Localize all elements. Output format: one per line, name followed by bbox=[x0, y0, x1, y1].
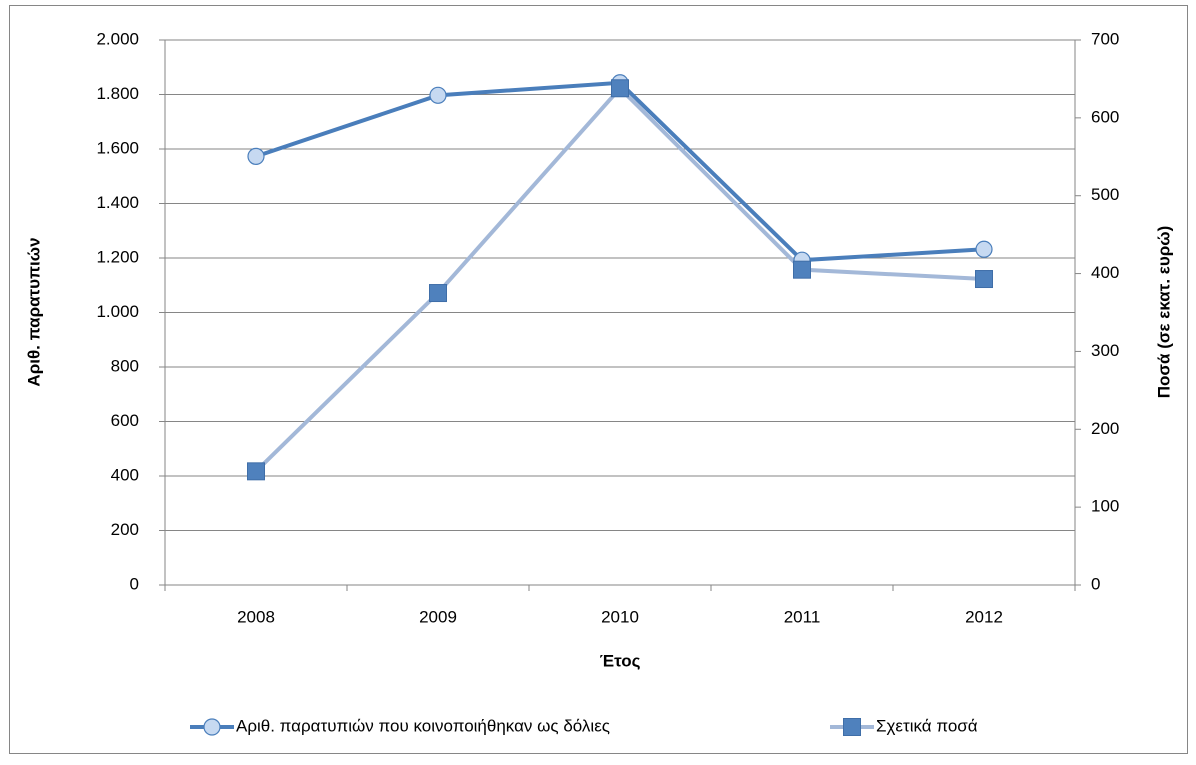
legend-marker bbox=[203, 718, 221, 736]
y-axis-title: Αριθ. παρατυπιών bbox=[24, 237, 43, 386]
y2-tick-label: 400 bbox=[1091, 263, 1119, 282]
legend-label: Σχετικά ποσά bbox=[876, 716, 978, 735]
y2-axis-title: Ποσά (σε εκατ. ευρώ) bbox=[1154, 226, 1173, 399]
x-tick-label: 2012 bbox=[965, 607, 1003, 626]
chart-border bbox=[9, 5, 1188, 754]
y-tick-label: 600 bbox=[111, 411, 139, 430]
y-tick-label: 1.600 bbox=[96, 138, 139, 157]
x-tick-label: 2008 bbox=[237, 607, 275, 626]
y2-tick-label: 700 bbox=[1091, 29, 1119, 48]
y2-tick-label: 200 bbox=[1091, 419, 1119, 438]
marker bbox=[793, 260, 811, 279]
marker bbox=[975, 240, 993, 258]
y-tick-label: 1.200 bbox=[96, 247, 139, 266]
y-tick-label: 2.000 bbox=[96, 29, 139, 48]
marker bbox=[975, 270, 993, 289]
x-tick-label: 2009 bbox=[419, 607, 457, 626]
marker bbox=[611, 79, 629, 98]
y-tick-label: 400 bbox=[111, 465, 139, 484]
y-tick-label: 1.000 bbox=[96, 302, 139, 321]
y2-tick-label: 300 bbox=[1091, 341, 1119, 360]
marker bbox=[247, 462, 265, 481]
x-axis-title: Έτος bbox=[600, 651, 641, 670]
y2-tick-label: 500 bbox=[1091, 185, 1119, 204]
y-tick-label: 800 bbox=[111, 356, 139, 375]
marker bbox=[429, 284, 447, 303]
x-tick-label: 2011 bbox=[784, 607, 821, 626]
y-tick-label: 1.400 bbox=[96, 193, 139, 212]
y2-tick-label: 0 bbox=[1091, 574, 1100, 593]
y-tick-label: 1.800 bbox=[96, 84, 139, 103]
y-tick-label: 0 bbox=[130, 574, 139, 593]
x-tick-label: 2010 bbox=[601, 607, 639, 626]
marker bbox=[247, 147, 265, 165]
y2-tick-label: 100 bbox=[1091, 497, 1119, 516]
legend-label: Αριθ. παρατυπιών που κοινοποιήθηκαν ως δ… bbox=[236, 716, 610, 735]
marker bbox=[429, 86, 447, 104]
legend-marker bbox=[843, 718, 861, 736]
y2-tick-label: 600 bbox=[1091, 107, 1119, 126]
y-tick-label: 200 bbox=[111, 520, 139, 539]
